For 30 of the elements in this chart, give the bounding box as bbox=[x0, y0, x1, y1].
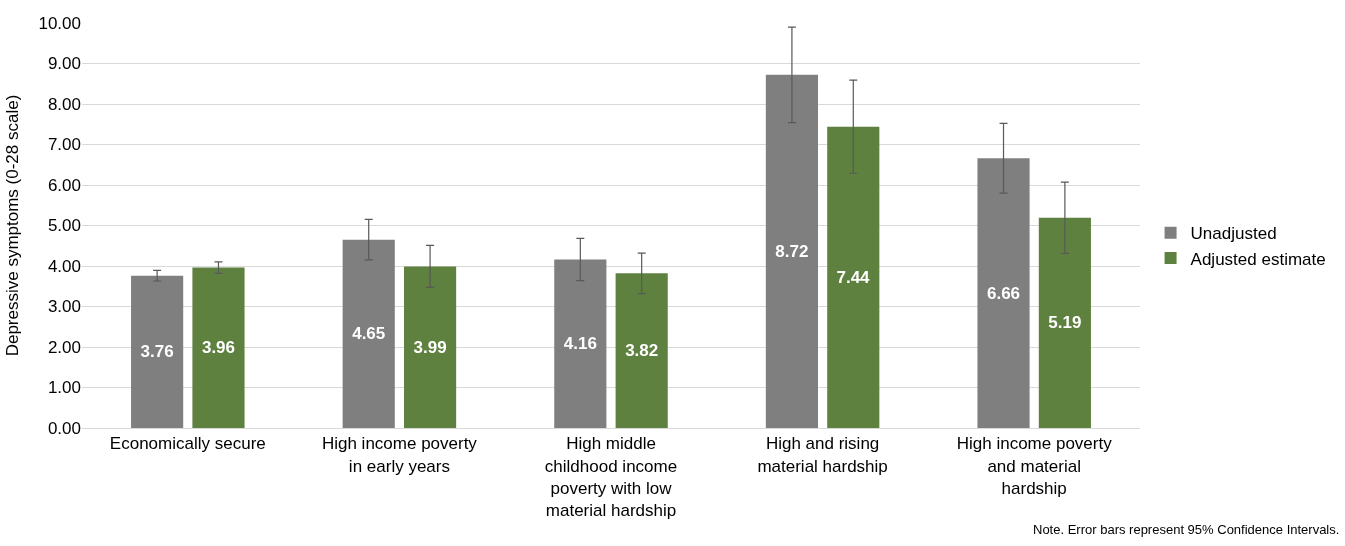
x-tick-label: Economically secure bbox=[109, 434, 266, 454]
y-tick-label: 2.00 bbox=[47, 337, 81, 357]
data-label: 4.65 bbox=[352, 324, 386, 344]
y-tick-label: 10.00 bbox=[38, 13, 81, 33]
data-label: 4.16 bbox=[563, 334, 597, 354]
y-tick-label: 3.00 bbox=[47, 297, 81, 317]
data-label: 3.76 bbox=[140, 342, 174, 362]
y-tick-label: 7.00 bbox=[47, 135, 81, 155]
data-label: 6.66 bbox=[986, 283, 1021, 303]
data-label: 8.72 bbox=[775, 241, 809, 261]
x-tick-label: High income poverty and material hardship bbox=[956, 434, 1113, 498]
y-tick-label: 9.00 bbox=[47, 54, 81, 74]
data-label: 3.99 bbox=[413, 337, 447, 357]
legend-label: Unadjusted bbox=[1190, 224, 1277, 244]
y-tick-label: 1.00 bbox=[47, 378, 81, 398]
y-axis-title: Depressive symptoms (0-28 scale) bbox=[3, 94, 22, 357]
x-tick-label: High middle childhood income poverty with low material hardship bbox=[544, 434, 678, 520]
y-tick-label: 0.00 bbox=[47, 418, 81, 438]
x-tick-label: High and rising material hardship bbox=[757, 434, 888, 476]
legend-label: Adjusted estimate bbox=[1190, 249, 1326, 269]
data-label: 7.44 bbox=[836, 267, 871, 287]
y-tick-label: 5.00 bbox=[47, 216, 81, 236]
y-tick-label: 4.00 bbox=[47, 256, 81, 276]
data-label: 3.96 bbox=[201, 338, 236, 358]
y-tick-label: 8.00 bbox=[47, 94, 81, 114]
text: Note. Error bars represent 95% Confidence Intervals. bbox=[1033, 522, 1340, 537]
y-tick-label: 6.00 bbox=[47, 175, 81, 195]
x-tick-label: High income poverty in early years bbox=[321, 434, 478, 476]
data-label: 3.82 bbox=[625, 341, 659, 361]
data-label: 5.19 bbox=[1048, 313, 1082, 333]
